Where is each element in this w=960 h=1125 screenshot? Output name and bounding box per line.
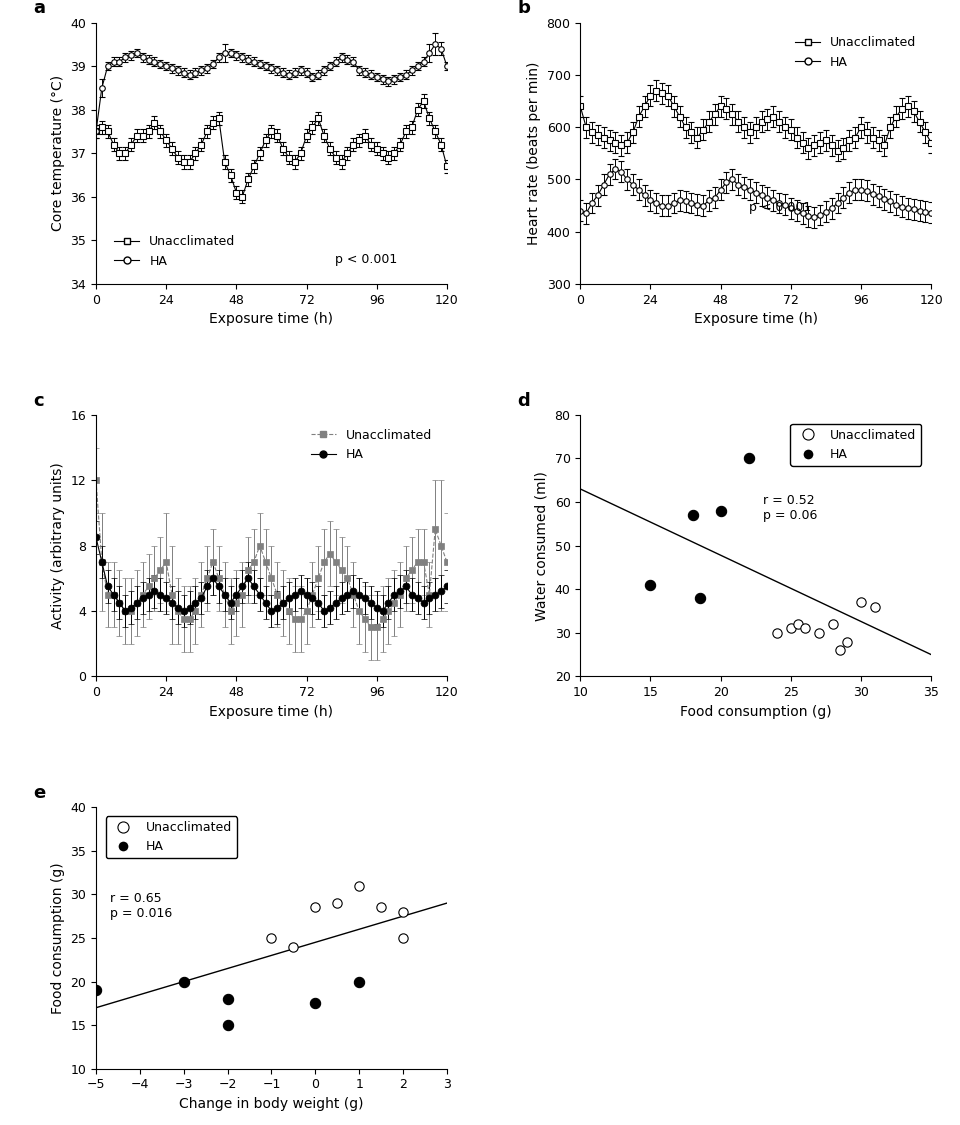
X-axis label: Food consumption (g): Food consumption (g) — [680, 704, 831, 719]
Text: b: b — [517, 0, 530, 17]
Text: e: e — [33, 784, 45, 802]
X-axis label: Exposure time (h): Exposure time (h) — [209, 704, 333, 719]
Unacclimated — [853, 593, 869, 611]
Text: d: d — [517, 392, 530, 410]
Legend: Unacclimated, HA: Unacclimated, HA — [306, 424, 437, 466]
Unacclimated — [868, 597, 883, 615]
Unacclimated — [351, 876, 367, 894]
Text: c: c — [33, 392, 43, 410]
Unacclimated — [790, 615, 805, 633]
Unacclimated — [329, 894, 345, 912]
HA — [220, 1016, 235, 1034]
HA — [220, 990, 235, 1008]
HA — [307, 994, 323, 1012]
HA — [692, 590, 708, 608]
Unacclimated — [264, 929, 279, 947]
Y-axis label: Core temperature (°C): Core temperature (°C) — [51, 75, 65, 232]
X-axis label: Exposure time (h): Exposure time (h) — [209, 313, 333, 326]
Unacclimated — [396, 902, 411, 920]
X-axis label: Exposure time (h): Exposure time (h) — [694, 313, 818, 326]
HA — [684, 506, 700, 524]
Unacclimated — [826, 615, 841, 633]
HA — [88, 981, 104, 999]
Legend: Unacclimated, HA: Unacclimated, HA — [109, 231, 241, 272]
Legend: Unacclimated, HA: Unacclimated, HA — [790, 424, 922, 466]
HA — [176, 972, 191, 991]
Unacclimated — [769, 623, 784, 641]
HA — [741, 449, 756, 468]
Text: a: a — [33, 0, 45, 17]
HA — [351, 972, 367, 991]
Unacclimated — [832, 641, 848, 659]
Unacclimated — [396, 929, 411, 947]
Legend: Unacclimated, HA: Unacclimated, HA — [790, 32, 922, 73]
Unacclimated — [811, 623, 827, 641]
Unacclimated — [373, 899, 389, 917]
Text: p < 0.001: p < 0.001 — [335, 253, 396, 267]
Unacclimated — [797, 620, 812, 638]
Text: r = 0.65
p = 0.016: r = 0.65 p = 0.016 — [110, 892, 172, 920]
Unacclimated — [286, 938, 301, 956]
Y-axis label: Food consumption (g): Food consumption (g) — [51, 862, 65, 1014]
Y-axis label: Activity (arbitrary units): Activity (arbitrary units) — [51, 462, 65, 629]
HA — [713, 502, 729, 520]
Y-axis label: Water consumed (ml): Water consumed (ml) — [535, 470, 549, 621]
X-axis label: Change in body weight (g): Change in body weight (g) — [180, 1097, 364, 1112]
HA — [643, 576, 659, 594]
Unacclimated — [783, 620, 799, 638]
Unacclimated — [307, 899, 323, 917]
Text: r = 0.52
p = 0.06: r = 0.52 p = 0.06 — [763, 495, 817, 522]
Text: p < 0.001: p < 0.001 — [749, 201, 811, 214]
Y-axis label: Heart rate (beats per min): Heart rate (beats per min) — [527, 62, 541, 245]
Unacclimated — [839, 632, 854, 650]
Legend: Unacclimated, HA: Unacclimated, HA — [106, 816, 237, 858]
